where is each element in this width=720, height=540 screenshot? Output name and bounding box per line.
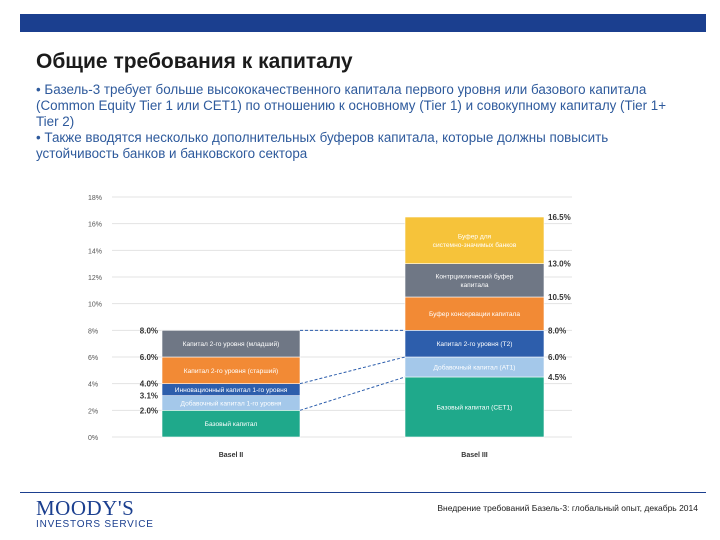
moodys-logo: MOODY'S INVESTORS SERVICE bbox=[36, 497, 154, 530]
y-tick-label: 8% bbox=[88, 328, 98, 335]
segment-label: Базовый капитал bbox=[205, 420, 258, 428]
segment-label: Инновационный капитал 1-го уровня bbox=[175, 386, 288, 394]
segment-label: Добавочный капитал 1-го уровня bbox=[181, 400, 282, 408]
bar-segment bbox=[161, 356, 301, 384]
value-label: 4.5% bbox=[548, 373, 566, 382]
segment-label: капитала bbox=[460, 282, 488, 289]
segment-label: Капитал 2-го уровня (T2) bbox=[437, 341, 513, 348]
y-tick-label: 14% bbox=[88, 248, 102, 255]
value-label: 2.0% bbox=[140, 406, 158, 415]
bar-segment bbox=[404, 376, 545, 438]
bullet-item-2: • Также вводятся несколько дополнительны… bbox=[36, 130, 609, 161]
bar-segment bbox=[161, 410, 301, 438]
value-label: 8.0% bbox=[548, 326, 566, 335]
page-title: Общие требования к капиталу bbox=[36, 50, 353, 73]
y-tick-label: 6% bbox=[88, 355, 98, 362]
value-label: 4.0% bbox=[140, 380, 158, 389]
y-tick-label: 12% bbox=[88, 275, 102, 282]
bar-segment bbox=[404, 263, 545, 298]
footer-note: Внедрение требований Базель-3: глобальны… bbox=[437, 503, 698, 513]
segment-label: Капитал 2-го уровня (старший) bbox=[184, 367, 278, 375]
y-tick-label: 16% bbox=[88, 222, 102, 229]
value-label: 3.1% bbox=[140, 392, 158, 401]
value-label: 6.0% bbox=[548, 353, 566, 362]
footer-divider bbox=[20, 492, 706, 493]
x-category-label: Basel II bbox=[219, 452, 244, 459]
connector-line bbox=[299, 356, 406, 385]
y-tick-label: 2% bbox=[88, 408, 98, 415]
value-label: 16.5% bbox=[548, 213, 571, 222]
y-tick-label: 4% bbox=[88, 382, 98, 389]
bar-segment bbox=[161, 330, 301, 358]
y-tick-label: 10% bbox=[88, 302, 102, 309]
logo-subtitle: INVESTORS SERVICE bbox=[36, 519, 154, 530]
value-label: 10.5% bbox=[548, 293, 571, 302]
segment-label: Буфер для bbox=[458, 234, 492, 241]
value-label: 8.0% bbox=[140, 326, 158, 335]
bar-segment bbox=[404, 330, 545, 358]
connector-line bbox=[299, 376, 406, 411]
segment-label: Капитал 2-го уровня (младший) bbox=[183, 340, 280, 348]
segment-label: Буфер консервации капитала bbox=[429, 311, 520, 318]
bullet-item-1: • Базель-3 требует больше высококачестве… bbox=[36, 82, 667, 129]
bullet-list: • Базель-3 требует больше высококачестве… bbox=[36, 82, 686, 162]
segment-label: Базовый капитал (CET1) bbox=[437, 404, 513, 412]
segment-label: Контрциклический буфер bbox=[436, 273, 514, 281]
segment-label: Добавочный капитал (AT1) bbox=[433, 364, 515, 372]
value-label: 6.0% bbox=[140, 353, 158, 362]
x-category-label: Basel III bbox=[461, 452, 488, 459]
header-bar bbox=[20, 14, 706, 32]
y-tick-label: 0% bbox=[88, 435, 98, 442]
y-tick-label: 18% bbox=[88, 195, 102, 202]
bar-segment bbox=[404, 216, 545, 264]
value-label: 13.0% bbox=[548, 260, 571, 269]
segment-label: системно-значимых банков bbox=[433, 241, 517, 249]
logo-wordmark: MOODY'S bbox=[36, 496, 135, 520]
